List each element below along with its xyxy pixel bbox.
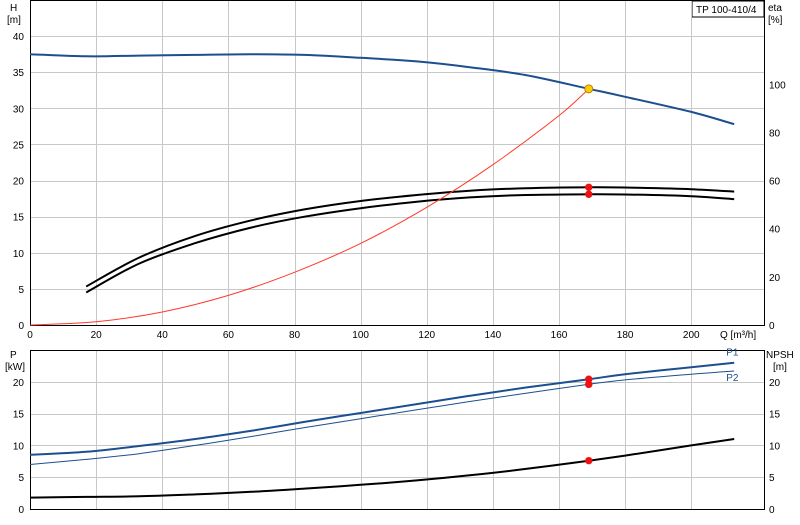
y-tick-label: 20 bbox=[13, 177, 25, 188]
series-line-eta-upper bbox=[85, 186, 735, 288]
model-label: TP 100-410/4 bbox=[696, 5, 757, 16]
y-tick-label: 15 bbox=[13, 213, 25, 224]
duty-point-marker bbox=[585, 190, 593, 198]
y-tick-label: 5 bbox=[18, 473, 24, 484]
series-line-P1 bbox=[29, 361, 735, 456]
series-line-system-curve bbox=[29, 88, 590, 326]
y-tick-label: 20 bbox=[13, 378, 25, 389]
y-right-tick-label: 0 bbox=[769, 321, 775, 332]
x-tick-label: 140 bbox=[485, 330, 502, 341]
y-tick-label: 40 bbox=[13, 32, 25, 43]
top-y-axis-label: H bbox=[10, 3, 17, 14]
series-line-eta-lower bbox=[85, 193, 735, 294]
y-tick-label: 5 bbox=[18, 285, 24, 296]
y-tick-label: 0 bbox=[18, 321, 24, 332]
y-right-tick-label: 20 bbox=[769, 273, 781, 284]
x-tick-label: 200 bbox=[683, 330, 700, 341]
y-tick-label: 30 bbox=[13, 104, 25, 115]
y-right-tick-label: 40 bbox=[769, 225, 781, 236]
y-right-tick-label: 15 bbox=[769, 410, 781, 421]
series-label-P1: P1 bbox=[726, 348, 739, 359]
y-tick-label: 0 bbox=[18, 505, 24, 516]
x-tick-label: 0 bbox=[27, 330, 33, 341]
series-label-P2: P2 bbox=[726, 373, 739, 384]
top-y-axis-unit: [m] bbox=[7, 15, 21, 26]
duty-point-marker bbox=[585, 183, 593, 191]
bottom-y-axis-label: P bbox=[10, 350, 17, 361]
plot-frame bbox=[30, 0, 765, 326]
x-tick-label: 160 bbox=[551, 330, 568, 341]
x-axis-label: Q [m³/h] bbox=[720, 330, 756, 341]
bottom-right-axis-unit: [m] bbox=[773, 362, 787, 373]
top-right-axis-label: eta bbox=[768, 3, 782, 14]
plot-frame bbox=[30, 350, 765, 510]
y-tick-label: 10 bbox=[13, 249, 25, 260]
y-right-tick-label: 20 bbox=[769, 378, 781, 389]
x-tick-label: 80 bbox=[289, 330, 301, 341]
y-right-tick-label: 0 bbox=[769, 505, 775, 516]
y-right-tick-label: 80 bbox=[769, 128, 781, 139]
y-tick-label: 25 bbox=[13, 140, 25, 151]
series-line-H bbox=[29, 53, 735, 126]
y-tick-label: 15 bbox=[13, 410, 25, 421]
series-line-NPSH bbox=[29, 438, 735, 499]
y-right-tick-label: 60 bbox=[769, 177, 781, 188]
x-tick-label: 40 bbox=[157, 330, 169, 341]
top-right-axis-unit: [%] bbox=[768, 15, 783, 26]
y-tick-label: 10 bbox=[13, 441, 25, 452]
x-tick-label: 180 bbox=[617, 330, 634, 341]
y-right-tick-label: 10 bbox=[769, 441, 781, 452]
bottom-y-axis-unit: [kW] bbox=[5, 362, 25, 373]
y-right-tick-label: 100 bbox=[769, 80, 786, 91]
x-tick-label: 60 bbox=[223, 330, 235, 341]
duty-point-marker bbox=[585, 456, 593, 465]
y-tick-label: 35 bbox=[13, 68, 25, 79]
x-tick-label: 100 bbox=[352, 330, 369, 341]
bottom-right-axis-label: NPSH bbox=[766, 350, 794, 361]
duty-point-marker bbox=[584, 84, 594, 94]
x-tick-label: 120 bbox=[418, 330, 435, 341]
x-tick-label: 20 bbox=[91, 330, 103, 341]
series-line-P2 bbox=[29, 370, 735, 465]
y-right-tick-label: 5 bbox=[769, 473, 775, 484]
duty-point-marker bbox=[585, 380, 593, 389]
